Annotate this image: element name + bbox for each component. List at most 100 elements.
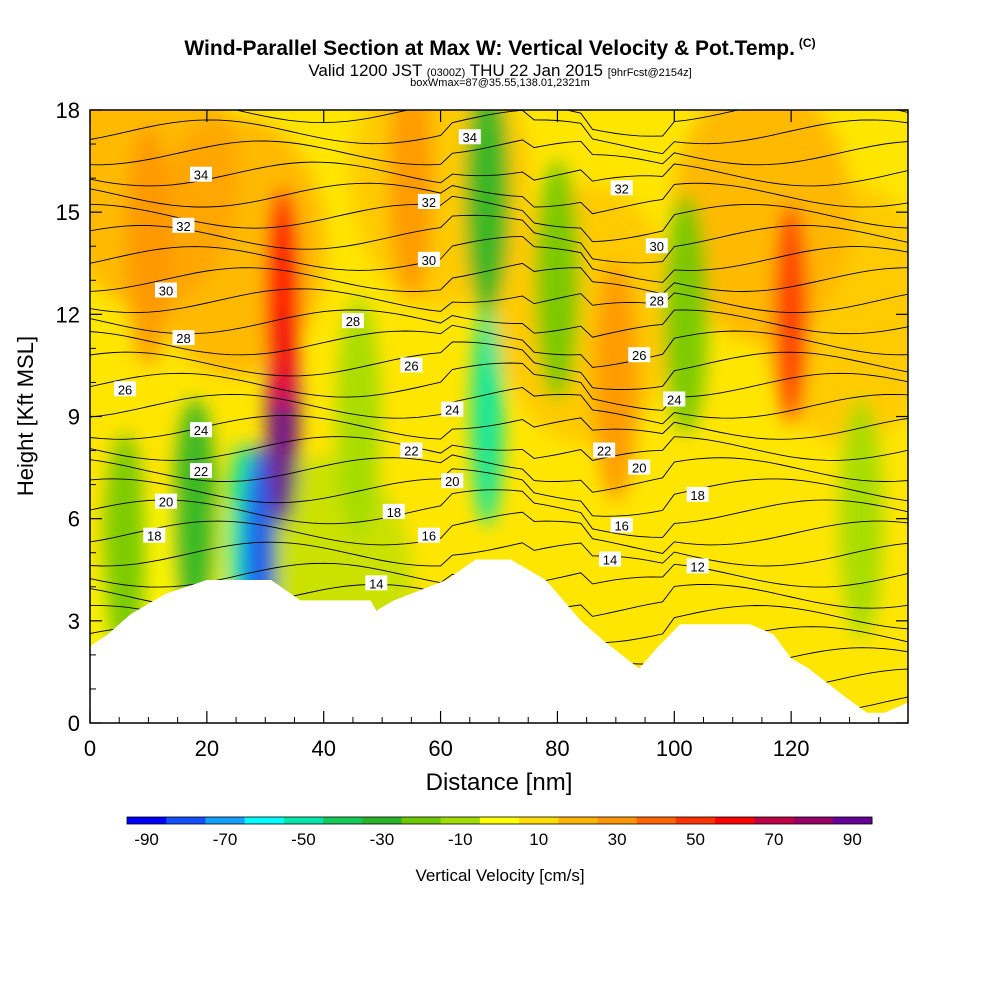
velocity-cell [266, 187, 299, 408]
contour-label: 34 [190, 166, 213, 183]
theta-contour-line [90, 161, 908, 187]
theta-contour-line [90, 214, 908, 264]
contour-label-text: 34 [194, 168, 208, 183]
contour-label: 34 [458, 129, 481, 145]
colorbar-tick-label: -10 [448, 830, 473, 849]
contour-label: 20 [628, 459, 651, 476]
contour-label-text: 20 [632, 461, 646, 476]
colorbar-tick-label: 10 [529, 830, 548, 849]
theta-contour-line [90, 468, 908, 517]
velocity-cell [173, 398, 218, 639]
contour-label-text: 20 [159, 495, 173, 510]
contour-label-text: 22 [597, 444, 611, 459]
contour-label-text: 20 [445, 474, 459, 489]
x-axis-label: Distance [nm] [426, 769, 573, 796]
velocity-cell [336, 296, 381, 537]
y-tick-label: 15 [56, 200, 80, 225]
contour-label-text: 26 [118, 382, 132, 397]
theta-contour-line [90, 182, 908, 215]
colorbar-tick-label: 30 [608, 830, 627, 849]
colorbar-swatch [166, 817, 206, 824]
colorbar-swatch [675, 817, 716, 824]
theta-contour-line [90, 387, 908, 425]
contour-label-text: 26 [404, 358, 418, 373]
y-tick-label: 3 [68, 609, 80, 634]
colorbar-tick-label: 90 [843, 830, 862, 849]
contour-label: 28 [341, 313, 364, 329]
x-tick-label: 80 [545, 736, 569, 761]
velocity-cell [535, 160, 580, 401]
colorbar-swatch [558, 817, 599, 824]
contour-label: 16 [610, 517, 633, 533]
theta-contour-line [90, 235, 908, 283]
theta-contour-line [90, 511, 908, 554]
contour-label: 20 [441, 473, 464, 489]
contour-label: 22 [400, 442, 423, 459]
colorbar: -90 -70 -50 -30 -10 10 30 50 70 90 [126, 816, 873, 849]
x-tick-label: 20 [195, 736, 219, 761]
contour-label-text: 28 [346, 314, 360, 329]
contour-label-text: 26 [632, 348, 646, 363]
colorbar-tick-label: 70 [765, 830, 784, 849]
theta-contour-line [90, 139, 908, 166]
y-tick-label: 12 [56, 302, 80, 327]
contour-label-text: 30 [422, 253, 436, 268]
x-tick-label: 60 [428, 736, 452, 761]
contour-label: 18 [382, 503, 405, 520]
contour-label: 28 [172, 330, 195, 346]
contour-label-text: 18 [387, 505, 401, 520]
theta-contour-line [90, 541, 908, 567]
colorbar-swatch [283, 817, 324, 824]
terrain-profile [90, 559, 908, 723]
theta-contour-line [90, 309, 908, 338]
colorbar-swatch [244, 817, 285, 824]
theta-contour-line [90, 195, 908, 243]
contour-labels: 12 14 14 16 16 18 18 18 20 20 20 22 22 22 24 24 24 26 26 26… [114, 129, 709, 591]
velocity-cell [839, 398, 884, 639]
velocity-cell [126, 126, 171, 367]
terrain-mask [90, 559, 908, 723]
contour-label: 24 [663, 391, 686, 407]
contour-label: 24 [441, 401, 464, 418]
contour-label-text: 24 [194, 423, 208, 438]
contour-label: 14 [599, 551, 622, 568]
theta-contour-line [90, 489, 908, 538]
contour-label-text: 32 [422, 195, 436, 210]
contour-label: 20 [154, 493, 177, 510]
theta-contour-line [90, 415, 908, 440]
contour-label-text: 14 [603, 553, 617, 568]
velocity-background-cell [496, 184, 677, 445]
theta-contour-line [90, 454, 908, 493]
theta-contour-line [90, 362, 908, 411]
valid-date: THU 22 Jan 2015 [469, 61, 603, 80]
colorbar-swatch [401, 817, 442, 824]
colorbar-swatch [440, 817, 481, 824]
contour-label: 18 [143, 527, 166, 544]
y-axis-label: Height [Kft MSL] [13, 336, 38, 496]
y-tick-label: 0 [68, 711, 80, 736]
contour-label-text: 30 [650, 239, 664, 254]
x-tick-label: 100 [656, 736, 693, 761]
theta-contour-line [90, 110, 908, 155]
contour-label-text: 28 [650, 294, 664, 309]
chart-title: Wind-Parallel Section at Max W: Vertical… [0, 36, 1000, 61]
x-tick-label: 120 [773, 736, 810, 761]
colorbar-tick-label: -90 [134, 830, 159, 849]
x-tick-label: 40 [311, 736, 335, 761]
contour-label: 32 [417, 193, 440, 210]
contour-label-text: 18 [690, 488, 704, 503]
colorbar-label: Vertical Velocity [cm/s] [415, 866, 584, 885]
contour-label-text: 16 [614, 518, 628, 533]
velocity-cell [593, 262, 638, 503]
theta-contour-line [90, 341, 908, 390]
y-tick-label: 6 [68, 507, 80, 532]
y-tick-label: 18 [56, 98, 80, 123]
colorbar-swatch [205, 817, 246, 824]
velocity-cell [389, 110, 434, 299]
contour-label: 30 [154, 282, 177, 298]
colorbar-swatch [597, 817, 638, 824]
theta-contour-line [90, 288, 908, 314]
colorbar-tick-label: -50 [291, 830, 316, 849]
contour-label-text: 12 [690, 559, 704, 574]
colorbar-swatch [127, 817, 167, 824]
